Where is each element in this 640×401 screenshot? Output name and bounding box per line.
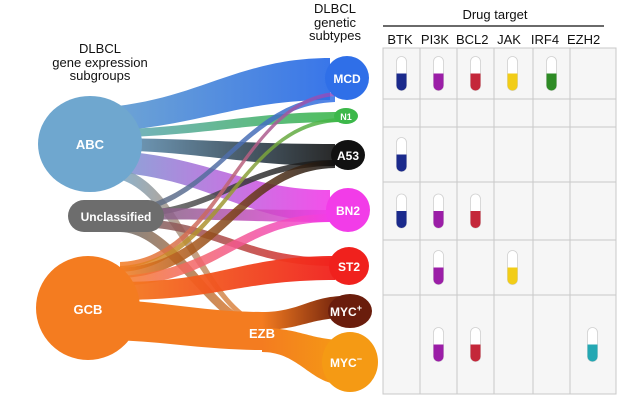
capsules <box>396 56 598 362</box>
flow-gcb-ezb <box>100 300 262 350</box>
drug-matrix <box>382 47 617 395</box>
flow-abc-bn2 <box>90 150 330 222</box>
col-btk: BTK <box>387 32 413 47</box>
capsule-fill <box>396 73 407 91</box>
capsule-fill <box>433 211 444 229</box>
flow-ezb-mycplus <box>262 296 345 330</box>
node-unclassified-label: Unclassified <box>81 210 152 224</box>
capsule-mcd-bcl2 <box>470 56 481 91</box>
flow-gcb-st2 <box>120 256 335 300</box>
flow-gcb-n1 <box>120 118 340 272</box>
flow-gcb-bn2 <box>120 214 330 286</box>
flow-unc-a53 <box>120 160 335 218</box>
node-bn2-label: BN2 <box>336 204 360 218</box>
capsule-fill <box>507 267 518 285</box>
capsule-bn2-pi3k <box>433 193 444 229</box>
node-a53-label: A53 <box>337 149 359 163</box>
node-n1-label: N1 <box>340 112 352 122</box>
node-bn2 <box>326 188 370 232</box>
capsule-fill <box>587 344 598 362</box>
capsule-mcd-btk <box>396 56 407 91</box>
ezb-label: EZB <box>249 326 275 341</box>
node-st2 <box>329 247 369 285</box>
genetic-header-line3: subtypes <box>308 28 362 44</box>
genetic-header-line1: DLBCL <box>314 1 356 16</box>
genetic-nodes: MCD N1 A53 BN2 ST2 MYC+ MYC− <box>322 56 378 392</box>
capsule-ezb-ezh2 <box>587 327 598 362</box>
capsule-mcd-pi3k <box>433 56 444 91</box>
node-myc-plus-label: MYC+ <box>330 303 362 319</box>
capsule-fill <box>433 267 444 285</box>
myc-plus-text: MYC <box>330 305 357 319</box>
capsule-fill <box>470 344 481 362</box>
capsule-fill <box>470 211 481 229</box>
node-abc <box>38 96 142 192</box>
matrix-background <box>382 47 617 395</box>
flow-unc-mcd <box>120 96 335 216</box>
node-myc-minus <box>322 332 378 392</box>
node-a53 <box>331 140 365 170</box>
col-jak: JAK <box>497 32 521 47</box>
capsule-bn2-btk <box>396 193 407 229</box>
myc-minus-sup: − <box>357 354 362 364</box>
capsule-fill <box>470 73 481 91</box>
capsule-fill <box>507 73 518 91</box>
capsule-ezb-bcl2 <box>470 327 481 362</box>
capsule-fill <box>396 154 407 172</box>
col-bcl2: BCL2 <box>456 32 489 47</box>
capsule-mcd-jak <box>507 56 518 91</box>
myc-minus-text: MYC <box>330 356 357 370</box>
node-gcb <box>36 256 140 360</box>
genetic-header-line2: genetic <box>314 14 356 30</box>
col-irf4: IRF4 <box>530 32 560 47</box>
expression-header-line3: subgroups <box>69 68 131 84</box>
flow-abc-mcd <box>80 58 330 132</box>
flows <box>80 58 345 385</box>
flow-unc-st2 <box>120 218 335 266</box>
capsule-fill <box>396 211 407 229</box>
expression-header: DLBCL gene expression subgroups <box>40 42 160 83</box>
node-n1 <box>334 108 358 124</box>
node-myc-minus-label: MYC− <box>330 354 362 370</box>
drug-target-header: Drug target <box>462 7 528 22</box>
node-abc-label: ABC <box>76 137 105 152</box>
capsule-ezb-pi3k <box>433 327 444 362</box>
myc-plus-sup: + <box>357 303 362 313</box>
genetic-header: DLBCL genetic subtypes <box>300 2 370 43</box>
flow-gcb-a53 <box>120 160 335 278</box>
capsule-fill <box>433 73 444 91</box>
node-st2-label: ST2 <box>338 260 360 274</box>
capsule-st2-pi3k <box>433 250 444 285</box>
node-mcd-label: MCD <box>333 72 361 86</box>
flow-unc-bn2 <box>120 208 330 222</box>
capsule-mcd-irf4 <box>546 56 557 91</box>
node-gcb-label: GCB <box>74 302 103 317</box>
capsule-fill <box>546 73 557 91</box>
col-pi3k: PI3K <box>420 32 450 47</box>
col-ezh2: EZH2 <box>567 32 601 47</box>
expression-nodes: ABC Unclassified GCB <box>36 96 164 360</box>
capsule-bn2-bcl2 <box>470 193 481 229</box>
capsule-fill <box>433 344 444 362</box>
node-mcd <box>325 56 369 100</box>
node-unclassified <box>68 200 164 232</box>
expression-header-line1: DLBCL <box>79 41 121 56</box>
capsule-a53-btk <box>396 137 407 172</box>
capsule-st2-jak <box>507 250 518 285</box>
expression-header-line2: gene expression <box>52 54 148 70</box>
node-myc-plus <box>328 294 372 328</box>
